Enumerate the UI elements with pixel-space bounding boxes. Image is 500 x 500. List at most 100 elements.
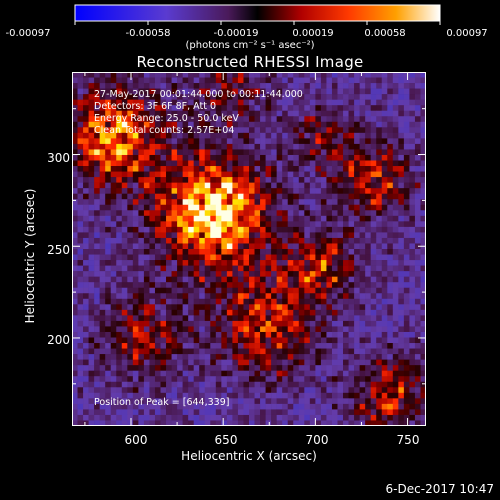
heatmap-cell	[160, 359, 167, 366]
heatmap-cell	[193, 265, 200, 272]
heatmap-cell	[320, 221, 327, 228]
heatmap-cell	[160, 105, 167, 112]
heatmap-cell	[193, 387, 200, 394]
heatmap-cell	[265, 387, 272, 394]
heatmap-cell	[414, 337, 421, 344]
heatmap-cell	[331, 127, 338, 134]
heatmap-cell	[320, 232, 327, 239]
heatmap-cell	[331, 359, 338, 366]
heatmap-cell	[143, 309, 150, 316]
heatmap-cell	[121, 260, 128, 266]
heatmap-cell	[365, 387, 371, 394]
heatmap-cell	[398, 254, 405, 261]
heatmap-cell	[265, 420, 272, 426]
heatmap-cell	[265, 138, 272, 145]
heatmap-cell	[354, 88, 360, 95]
heatmap-cell	[226, 326, 233, 333]
heatmap-cell	[204, 403, 211, 410]
heatmap-cell	[370, 138, 377, 145]
heatmap-cell	[149, 392, 156, 399]
heatmap-cell	[403, 370, 410, 377]
heatmap-cell	[331, 72, 338, 78]
heatmap-cell	[105, 177, 112, 183]
heatmap-cell	[215, 249, 222, 255]
heatmap-cell	[370, 116, 377, 123]
heatmap-cell	[260, 414, 266, 421]
heatmap-cell	[138, 276, 145, 283]
heatmap-cell	[77, 110, 84, 117]
heatmap-cell	[293, 293, 300, 300]
heatmap-cell	[276, 188, 283, 194]
heatmap-cell	[409, 171, 416, 178]
heatmap-cell	[331, 365, 338, 371]
heatmap-cell	[237, 143, 244, 150]
heatmap-cell	[121, 243, 128, 250]
heatmap-cell	[343, 182, 349, 189]
heatmap-cell	[420, 149, 426, 156]
heatmap-cell	[160, 210, 167, 217]
heatmap-cell	[398, 149, 405, 156]
heatmap-cell	[243, 237, 250, 244]
heatmap-cell	[398, 293, 405, 300]
heatmap-cell	[121, 110, 128, 117]
heatmap-cell	[154, 287, 161, 294]
heatmap-cell	[193, 166, 200, 172]
heatmap-cell	[403, 154, 410, 161]
heatmap-cell	[420, 193, 426, 200]
heatmap-cell	[348, 160, 355, 167]
heatmap-cell	[320, 199, 327, 206]
heatmap-cell	[309, 83, 316, 89]
heatmap-cell	[359, 293, 366, 300]
heatmap-cell	[232, 287, 239, 294]
heatmap-cell	[392, 271, 399, 277]
heatmap-cell	[343, 177, 349, 183]
heatmap-cell	[88, 182, 95, 189]
heatmap-cell	[343, 94, 349, 100]
heatmap-cell	[420, 420, 426, 426]
heatmap-cell	[420, 354, 426, 360]
heatmap-cell	[315, 409, 322, 416]
heatmap-cell	[343, 282, 349, 289]
heatmap-cell	[149, 83, 156, 89]
heatmap-cell	[376, 116, 383, 123]
heatmap-cell	[160, 381, 167, 388]
heatmap-cell	[359, 127, 366, 134]
heatmap-cell	[138, 254, 145, 261]
heatmap-cell	[337, 204, 344, 211]
heatmap-cell	[348, 249, 355, 255]
heatmap-cell	[99, 116, 106, 123]
heatmap-cell	[188, 337, 194, 344]
heatmap-cell	[154, 331, 161, 338]
heatmap-cell	[414, 94, 421, 100]
heatmap-cell	[193, 282, 200, 289]
heatmap-cell	[143, 215, 150, 222]
heatmap-cell	[343, 116, 349, 123]
heatmap-cell	[99, 304, 106, 311]
heatmap-cell	[354, 387, 360, 394]
heatmap-cell	[132, 149, 139, 156]
heatmap-cell	[265, 221, 272, 228]
heatmap-cell	[315, 177, 322, 183]
heatmap-cell	[193, 376, 200, 383]
heatmap-cell	[403, 221, 410, 228]
heatmap-cell	[121, 83, 128, 89]
heatmap-cell	[403, 105, 410, 112]
heatmap-cell	[154, 154, 161, 161]
heatmap-cell	[182, 221, 189, 228]
heatmap-cell	[94, 88, 100, 95]
heatmap-cell	[326, 337, 333, 344]
heatmap-cell	[337, 127, 344, 134]
heatmap-cell	[276, 387, 283, 394]
heatmap-cell	[398, 315, 405, 322]
heatmap-cell	[326, 414, 333, 421]
heatmap-cell	[354, 166, 360, 172]
heatmap-cell	[143, 193, 150, 200]
heatmap-cell	[160, 132, 167, 139]
heatmap-cell	[354, 99, 360, 106]
heatmap-cell	[414, 177, 421, 183]
heatmap-cell	[282, 99, 289, 106]
heatmap-cell	[193, 315, 200, 322]
heatmap-cell	[309, 287, 316, 294]
heatmap-cell	[293, 265, 300, 272]
heatmap-cell	[309, 365, 316, 371]
